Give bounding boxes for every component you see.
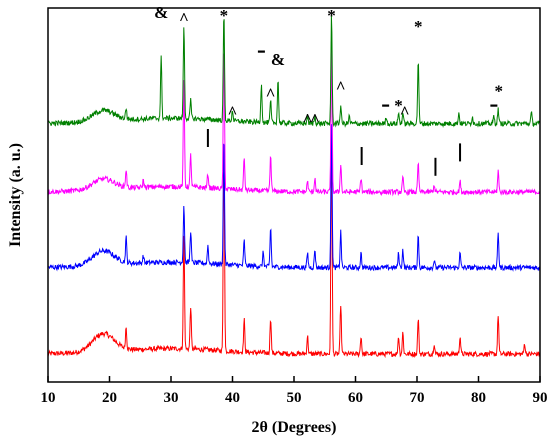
y-axis-label: Intensity (a. u.): [7, 143, 24, 247]
marker-asterisk: *: [327, 6, 336, 25]
marker-caret: ^: [400, 103, 410, 122]
marker-group: & ^ *&^^*^^^*^**: [154, 3, 503, 176]
x-tick-label: 80: [471, 390, 486, 406]
marker-ampersand: &: [271, 50, 285, 69]
x-tick-group: 10 20 30 40 50 60 70 80 90: [41, 376, 548, 406]
marker-caret: ^: [310, 110, 320, 129]
x-tick-label: 20: [102, 390, 117, 406]
marker-asterisk: *: [495, 82, 504, 101]
series-line-4: [47, 15, 541, 129]
x-tick-label: 50: [287, 390, 302, 406]
plot-frame: [47, 7, 541, 383]
x-tick-label: 70: [410, 390, 425, 406]
marker-caret: ^: [336, 77, 346, 96]
marker-asterisk: *: [394, 96, 403, 115]
x-tick-label: 90: [533, 390, 548, 406]
marker-asterisk: *: [220, 6, 229, 25]
series-group: [47, 15, 541, 359]
series-line-3: [47, 41, 541, 197]
series-line-1: [47, 136, 541, 359]
marker-caret: ^: [228, 103, 238, 122]
x-axis-label: 2θ (Degrees): [252, 419, 337, 436]
marker-caret: ^: [303, 110, 313, 129]
series-line-2: [47, 124, 541, 272]
marker-asterisk: *: [414, 17, 423, 36]
marker-ampersand: &: [154, 3, 168, 22]
x-tick-label: 40: [225, 390, 240, 406]
marker-caret: ^: [179, 9, 189, 28]
x-tick-label: 10: [41, 390, 56, 406]
x-tick-label: 30: [164, 390, 179, 406]
x-tick-label: 60: [348, 390, 363, 406]
marker-caret: ^: [266, 85, 276, 104]
